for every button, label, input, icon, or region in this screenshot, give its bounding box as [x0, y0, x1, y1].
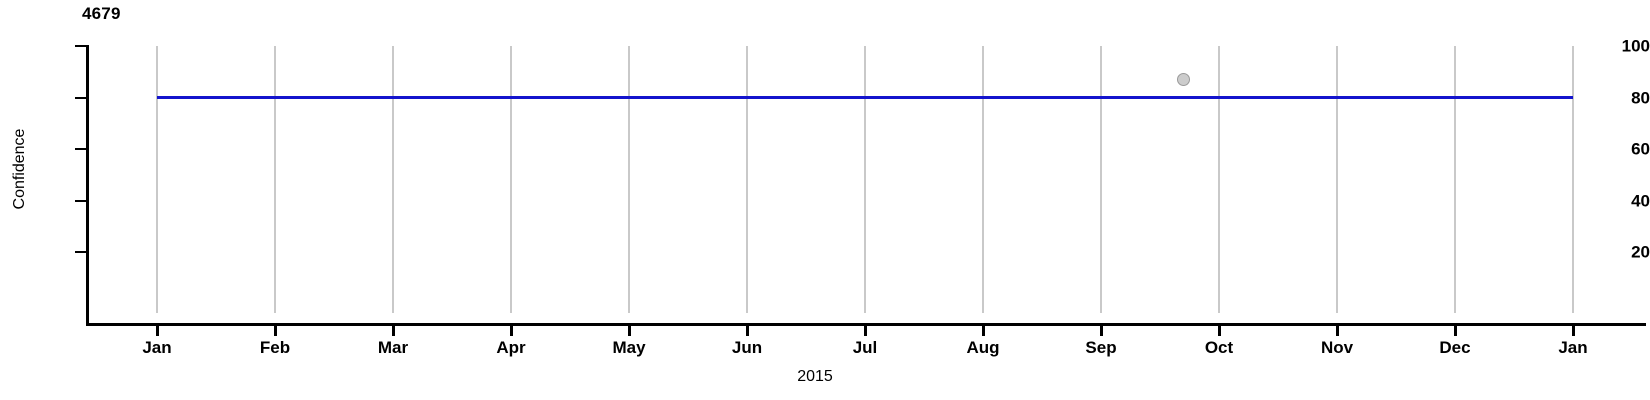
chart-title: 4679: [82, 4, 121, 23]
y-axis-title: Confidence: [11, 128, 28, 210]
x-tick-mark: [981, 326, 985, 336]
x-tick-label: Aug: [966, 338, 1000, 357]
x-tick-label: Jul: [852, 338, 878, 357]
x-tick-mark: [155, 326, 159, 336]
x-tick-label: Mar: [377, 338, 409, 357]
x-tick-label: Dec: [1439, 338, 1471, 357]
x-gridline: [1572, 46, 1574, 313]
x-tick-mark: [1217, 326, 1221, 336]
x-gridline: [510, 46, 512, 313]
y-tick-mark: [75, 96, 87, 99]
x-tick-label: Jan: [142, 338, 172, 357]
x-tick-label: Jun: [731, 338, 763, 357]
x-tick-label: Sep: [1085, 338, 1117, 357]
x-tick-mark: [745, 326, 749, 336]
x-tick-mark: [863, 326, 867, 336]
y-tick-label: 60: [1631, 139, 1650, 159]
x-gridline: [746, 46, 748, 313]
x-gridline: [1218, 46, 1220, 313]
x-gridline: [392, 46, 394, 313]
x-tick-mark: [391, 326, 395, 336]
y-tick-label: 80: [1631, 88, 1650, 107]
y-tick-mark: [75, 148, 87, 150]
y-tick-label: 40: [1631, 191, 1650, 210]
x-tick-label: Nov: [1320, 338, 1354, 357]
x-gridline: [864, 46, 866, 313]
x-tick-mark: [1335, 326, 1339, 336]
x-tick-mark: [509, 326, 513, 336]
y-tick-label: 100: [1621, 36, 1650, 56]
x-gridline: [156, 46, 158, 313]
y-tick-mark: [75, 251, 87, 253]
y-axis-line: [86, 45, 89, 326]
x-tick-label: Apr: [496, 338, 526, 357]
x-tick-mark: [1571, 326, 1575, 336]
x-gridline: [274, 46, 276, 313]
x-axis-line: [86, 323, 1646, 326]
y-tick-label: 20: [1631, 242, 1650, 262]
x-tick-mark: [1453, 326, 1457, 336]
x-tick-mark: [1099, 326, 1103, 336]
x-tick-mark: [627, 326, 631, 336]
x-gridline: [982, 46, 984, 313]
x-tick-label: Oct: [1204, 338, 1234, 357]
x-tick-label: Jan: [1558, 338, 1588, 357]
x-gridline: [1454, 46, 1456, 313]
y-tick-mark: [75, 199, 87, 202]
x-tick-label: May: [612, 338, 646, 357]
x-axis-title: 2015: [797, 368, 833, 385]
data-point-marker[interactable]: [1177, 72, 1191, 86]
x-gridline: [1336, 46, 1338, 313]
y-tick-mark: [75, 45, 87, 47]
x-tick-mark: [273, 326, 277, 336]
threshold-line: [157, 96, 1573, 99]
x-gridline: [628, 46, 630, 313]
x-tick-label: Feb: [259, 338, 291, 357]
x-gridline: [1100, 46, 1102, 313]
